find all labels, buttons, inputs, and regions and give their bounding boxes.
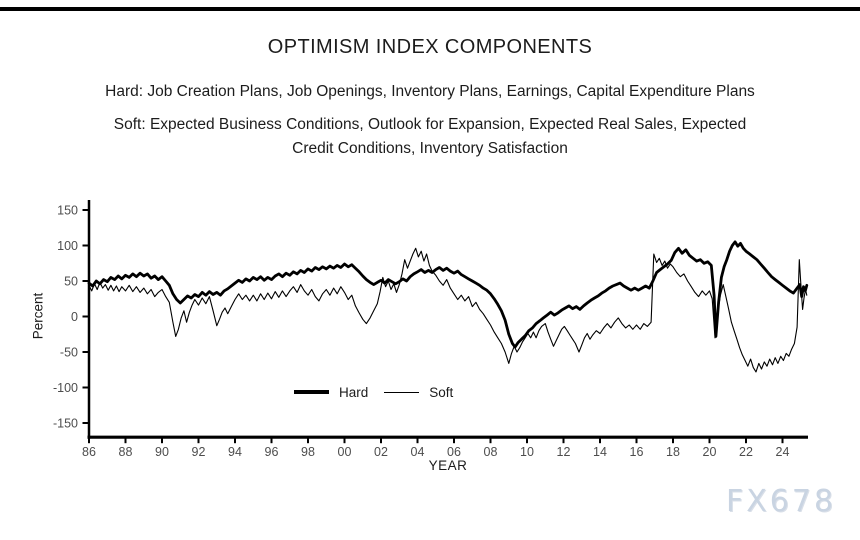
x-tick-label: 06 [447, 445, 461, 459]
series-line-hard [87, 240, 809, 349]
x-tick-label: 96 [265, 445, 279, 459]
page-title: OPTIMISM INDEX COMPONENTS [267, 36, 593, 58]
x-tick-label: 04 [411, 445, 425, 459]
y-tick-label: -150 [53, 417, 78, 431]
x-tick-label: 22 [739, 445, 753, 459]
series-line-soft [88, 247, 808, 373]
x-tick-label: 12 [557, 445, 571, 459]
legend-label-soft: Soft [429, 384, 454, 400]
x-tick-label: 86 [82, 445, 96, 459]
x-tick-label: 24 [776, 445, 790, 459]
x-tick-label: 14 [593, 445, 607, 459]
x-tick-label: 02 [374, 445, 388, 459]
subtitle-soft-line2: Credit Conditions, Inventory Satisfactio… [292, 140, 568, 157]
legend-label-hard: Hard [339, 384, 369, 400]
top-border-rule [0, 7, 860, 11]
y-axis-title: Percent [30, 292, 46, 340]
x-tick-label: 00 [338, 445, 352, 459]
y-tick-label: 0 [71, 310, 78, 324]
soft-line-swatch-icon [384, 391, 420, 393]
y-tick-label: -100 [53, 381, 78, 395]
y-tick-label: -50 [60, 346, 78, 360]
x-axis-title: YEAR [428, 458, 468, 473]
x-tick-label: 88 [119, 445, 133, 459]
y-tick-label: 50 [64, 275, 78, 289]
subtitle-soft-line1: Soft: Expected Business Conditions, Outl… [113, 116, 747, 133]
watermark: FX678 [726, 484, 837, 519]
x-tick-label: 98 [301, 445, 315, 459]
x-tick-label: 20 [703, 445, 717, 459]
x-tick-label: 94 [228, 445, 242, 459]
subtitle-soft-components: Soft: Expected Business Conditions, Outl… [30, 113, 830, 161]
x-tick-label: 18 [666, 445, 680, 459]
subtitle-hard-components: Hard: Job Creation Plans, Job Openings, … [105, 83, 755, 100]
y-tick-label: 100 [57, 239, 78, 253]
x-tick-label: 16 [630, 445, 644, 459]
y-tick-label: 150 [57, 204, 78, 218]
x-tick-label: 90 [155, 445, 169, 459]
x-tick-label: 08 [484, 445, 498, 459]
x-tick-label: 92 [192, 445, 206, 459]
x-tick-label: 10 [520, 445, 534, 459]
chart-legend: Hard Soft [294, 384, 469, 400]
hard-line-swatch-icon [294, 390, 329, 394]
